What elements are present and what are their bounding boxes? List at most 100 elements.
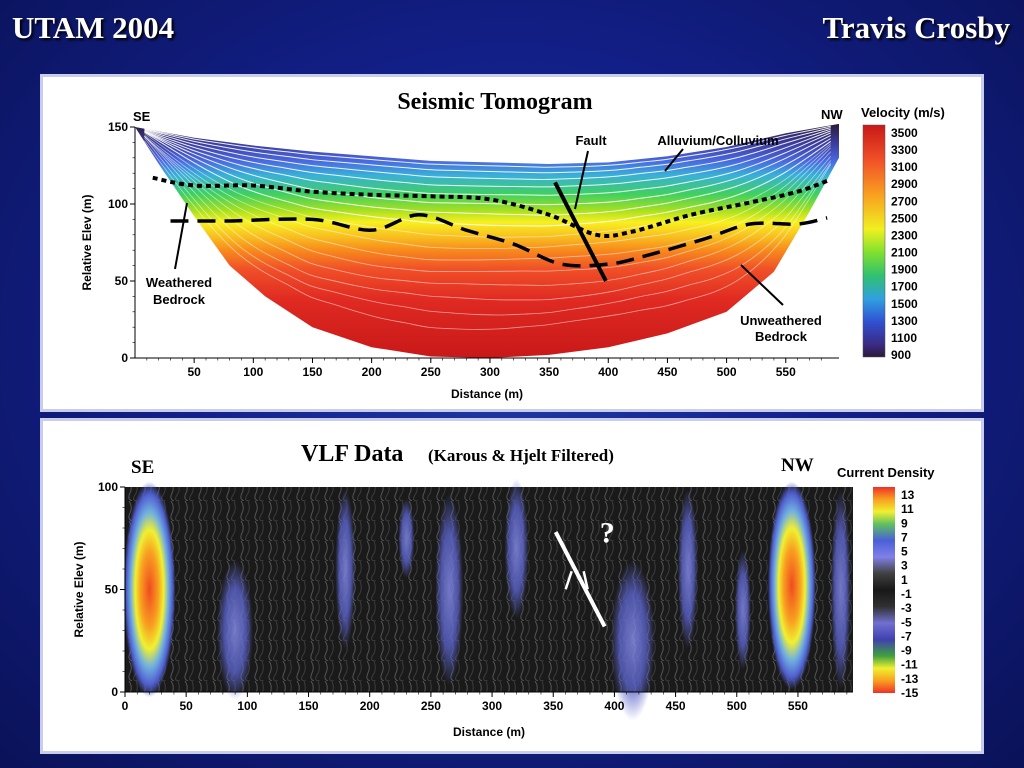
velocity-colorbar-tick: 2100: [891, 246, 918, 260]
x-tick-label: 200: [362, 365, 382, 379]
nw-label: NW: [821, 107, 843, 122]
vlf-title: VLF Data: [301, 441, 403, 467]
seismic-plot-area: [135, 124, 839, 358]
current-density-colorbar-tick: -1: [901, 587, 912, 601]
x-tick-label: 350: [543, 699, 563, 713]
current-density-high-anomaly: [768, 481, 816, 689]
velocity-colorbar-tick: 2700: [891, 194, 918, 208]
velocity-colorbar-tick: 1500: [891, 297, 918, 311]
header-left-title: UTAM 2004: [12, 10, 174, 46]
alluvium-annotation: Alluvium/Colluvium: [657, 133, 778, 148]
current-density-anomaly: [735, 550, 751, 670]
current-density-anomaly: [435, 494, 463, 686]
weathered-annotation-line2: Bedrock: [153, 292, 206, 307]
current-density-anomaly: [335, 489, 355, 649]
x-tick-label: 400: [604, 699, 624, 713]
y-tick-label: 50: [115, 274, 129, 288]
weathered-arrow: [175, 203, 187, 269]
velocity-colorbar-tick: 2300: [891, 228, 918, 242]
velocity-colorbar-tick: 2500: [891, 211, 918, 225]
velocity-colorbar-tick: 1700: [891, 280, 918, 294]
x-tick-label: 50: [187, 365, 201, 379]
current-density-anomaly: [217, 561, 253, 701]
unweathered-annotation-line2: Bedrock: [755, 329, 808, 344]
current-density-colorbar: [873, 487, 895, 693]
y-tick-label: 50: [105, 583, 119, 597]
x-tick-label: 500: [717, 365, 737, 379]
velocity-colorbar-label: Velocity (m/s): [861, 105, 945, 120]
current-density-anomaly: [398, 498, 414, 578]
velocity-colorbar: [863, 125, 885, 357]
x-tick-label: 550: [776, 365, 796, 379]
current-density-anomaly: [831, 490, 851, 690]
x-tick-label: 150: [299, 699, 319, 713]
current-density-anomaly: [505, 479, 529, 619]
current-density-colorbar-tick: 7: [901, 530, 908, 544]
current-density-colorbar-tick: -5: [901, 615, 912, 629]
velocity-colorbar-tick: 1900: [891, 263, 918, 277]
y-tick-label: 0: [121, 351, 128, 365]
current-density-colorbar-tick: 3: [901, 559, 908, 573]
y-tick-label: 0: [111, 685, 118, 699]
velocity-colorbar-tick: 3100: [891, 160, 918, 174]
header-right-author: Travis Crosby: [823, 10, 1010, 46]
seismic-title: Seismic Tomogram: [397, 89, 592, 115]
current-density-colorbar-tick: 1: [901, 573, 908, 587]
current-density-colorbar-tick: 5: [901, 545, 908, 559]
x-axis-label: Distance (m): [451, 387, 523, 401]
current-density-colorbar-tick: -3: [901, 601, 912, 615]
vlf-plot-area: ?: [123, 479, 853, 721]
fault-annotation: Fault: [575, 133, 607, 148]
current-density-colorbar-tick: 13: [901, 488, 915, 502]
velocity-colorbar-ticks: 3500 3300 3100 2900 2700 2500 2300 2100 1900 1700…: [891, 126, 918, 362]
current-density-colorbar-tick: -13: [901, 672, 919, 686]
current-density-colorbar-tick: -9: [901, 644, 912, 658]
x-tick-label: 0: [122, 699, 129, 713]
seismic-tomogram-chart: Seismic Tomogram SE NW 50 100 150 200 250 300…: [43, 77, 981, 409]
x-tick-label: 550: [788, 699, 808, 713]
vlf-se-label: SE: [131, 457, 154, 478]
x-tick-label: 250: [421, 365, 441, 379]
velocity-colorbar-tick: 900: [891, 348, 911, 362]
vlf-nw-label: NW: [781, 455, 814, 476]
current-density-colorbar-tick: -15: [901, 686, 919, 700]
x-tick-label: 500: [727, 699, 747, 713]
seismic-tomogram-panel: Seismic Tomogram SE NW 50 100 150 200 250 300…: [40, 74, 984, 412]
se-label: SE: [133, 109, 151, 124]
current-density-colorbar-tick: -7: [901, 629, 912, 643]
vlf-question-mark: ?: [600, 516, 615, 549]
x-axis-label: Distance (m): [453, 725, 525, 739]
velocity-colorbar-tick: 1100: [891, 331, 917, 345]
x-tick-label: 50: [179, 699, 193, 713]
velocity-colorbar-tick: 3300: [891, 143, 918, 157]
x-tick-label: 300: [480, 365, 500, 379]
vlf-chart: VLF Data (Karous & Hjelt Filtered) SE NW…: [43, 421, 981, 751]
current-density-colorbar-tick: -11: [901, 658, 918, 672]
velocity-colorbar-tick: 2900: [891, 177, 918, 191]
velocity-colorbar-tick: 1300: [891, 314, 918, 328]
x-tick-label: 150: [302, 365, 322, 379]
y-tick-label: 100: [108, 197, 128, 211]
vlf-subtitle: (Karous & Hjelt Filtered): [428, 446, 614, 465]
vlf-panel: VLF Data (Karous & Hjelt Filtered) SE NW…: [40, 418, 984, 754]
y-tick-label: 100: [98, 480, 118, 494]
current-density-colorbar-tick: 11: [901, 502, 914, 516]
current-density-high-anomaly: [123, 482, 175, 698]
x-tick-label: 450: [666, 699, 686, 713]
current-density-anomaly: [611, 561, 655, 721]
y-axis-label: Relative Elev (m): [72, 541, 86, 637]
x-tick-label: 450: [657, 365, 677, 379]
unweathered-annotation-line1: Unweathered: [740, 313, 822, 328]
weathered-annotation-line1: Weathered: [146, 275, 212, 290]
y-axis-label: Relative Elev (m): [80, 194, 94, 290]
x-tick-label: 350: [539, 365, 559, 379]
x-tick-label: 300: [482, 699, 502, 713]
x-tick-label: 100: [243, 365, 263, 379]
current-density-colorbar-tick: 9: [901, 516, 908, 530]
x-tick-label: 250: [421, 699, 441, 713]
x-tick-label: 100: [237, 699, 257, 713]
velocity-colorbar-tick: 3500: [891, 126, 918, 140]
current-density-anomaly: [678, 489, 698, 649]
current-density-label: Current Density: [837, 465, 935, 480]
